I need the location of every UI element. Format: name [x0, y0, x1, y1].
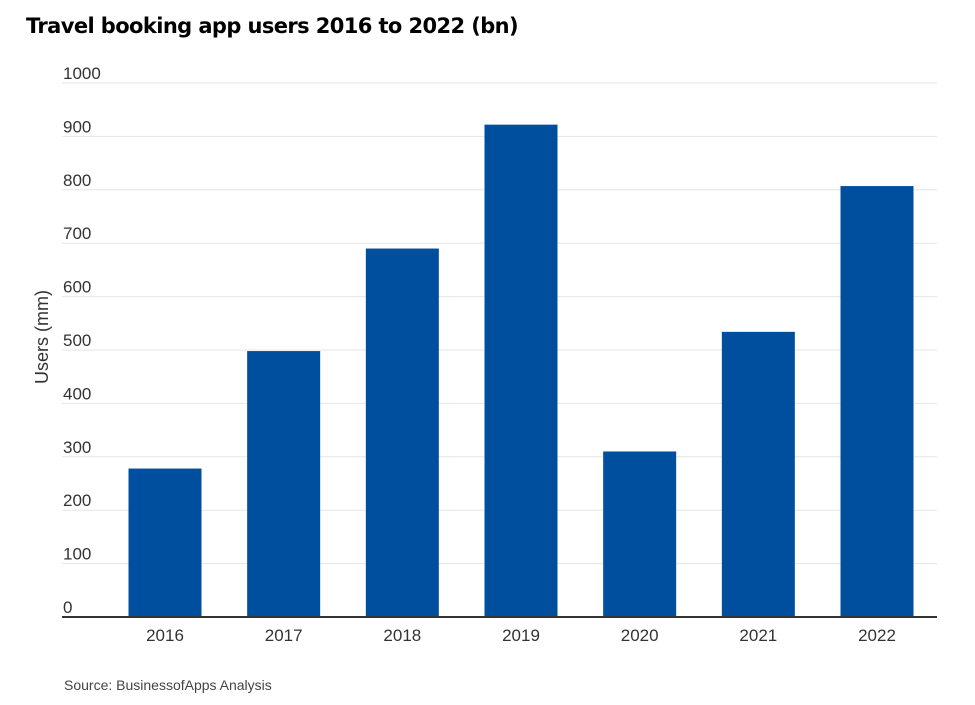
- x-tick-label: 2020: [621, 626, 659, 645]
- bar-2016: [128, 468, 202, 617]
- y-axis-ticks: 0 100 200 300 400 500 600 700 800 900 1000: [63, 64, 101, 617]
- x-tick-label: 2022: [858, 626, 896, 645]
- source-note: Source: BusinessofApps Analysis: [64, 677, 272, 693]
- bar-2017: [247, 351, 321, 617]
- y-tick-label: 700: [63, 224, 91, 243]
- bar-2018: [365, 248, 439, 618]
- y-axis-label: Users (mm): [32, 290, 52, 384]
- x-tick-label: 2021: [739, 626, 777, 645]
- y-tick-label: 300: [63, 438, 91, 457]
- x-tick-label: 2019: [502, 626, 540, 645]
- y-tick-label: 600: [63, 278, 91, 297]
- bar-2020: [603, 451, 677, 617]
- y-tick-label: 0: [63, 598, 72, 617]
- y-tick-label: 400: [63, 384, 91, 403]
- y-tick-label: 100: [63, 545, 91, 564]
- y-tick-label: 1000: [63, 64, 101, 83]
- x-tick-label: 2018: [383, 626, 421, 645]
- y-tick-label: 500: [63, 331, 91, 350]
- y-tick-label: 900: [63, 117, 91, 136]
- bar-2019: [484, 124, 558, 617]
- x-axis-ticks: 2016 2017 2018 2019 2020 2021 2022: [146, 626, 896, 645]
- x-tick-label: 2017: [265, 626, 303, 645]
- y-tick-label: 800: [63, 171, 91, 190]
- chart-title: Travel booking app users 2016 to 2022 (b…: [26, 14, 519, 38]
- bar-2021: [721, 331, 795, 617]
- y-tick-label: 200: [63, 491, 91, 510]
- bar-2022: [840, 186, 914, 617]
- bars: [128, 124, 914, 618]
- x-tick-label: 2016: [146, 626, 184, 645]
